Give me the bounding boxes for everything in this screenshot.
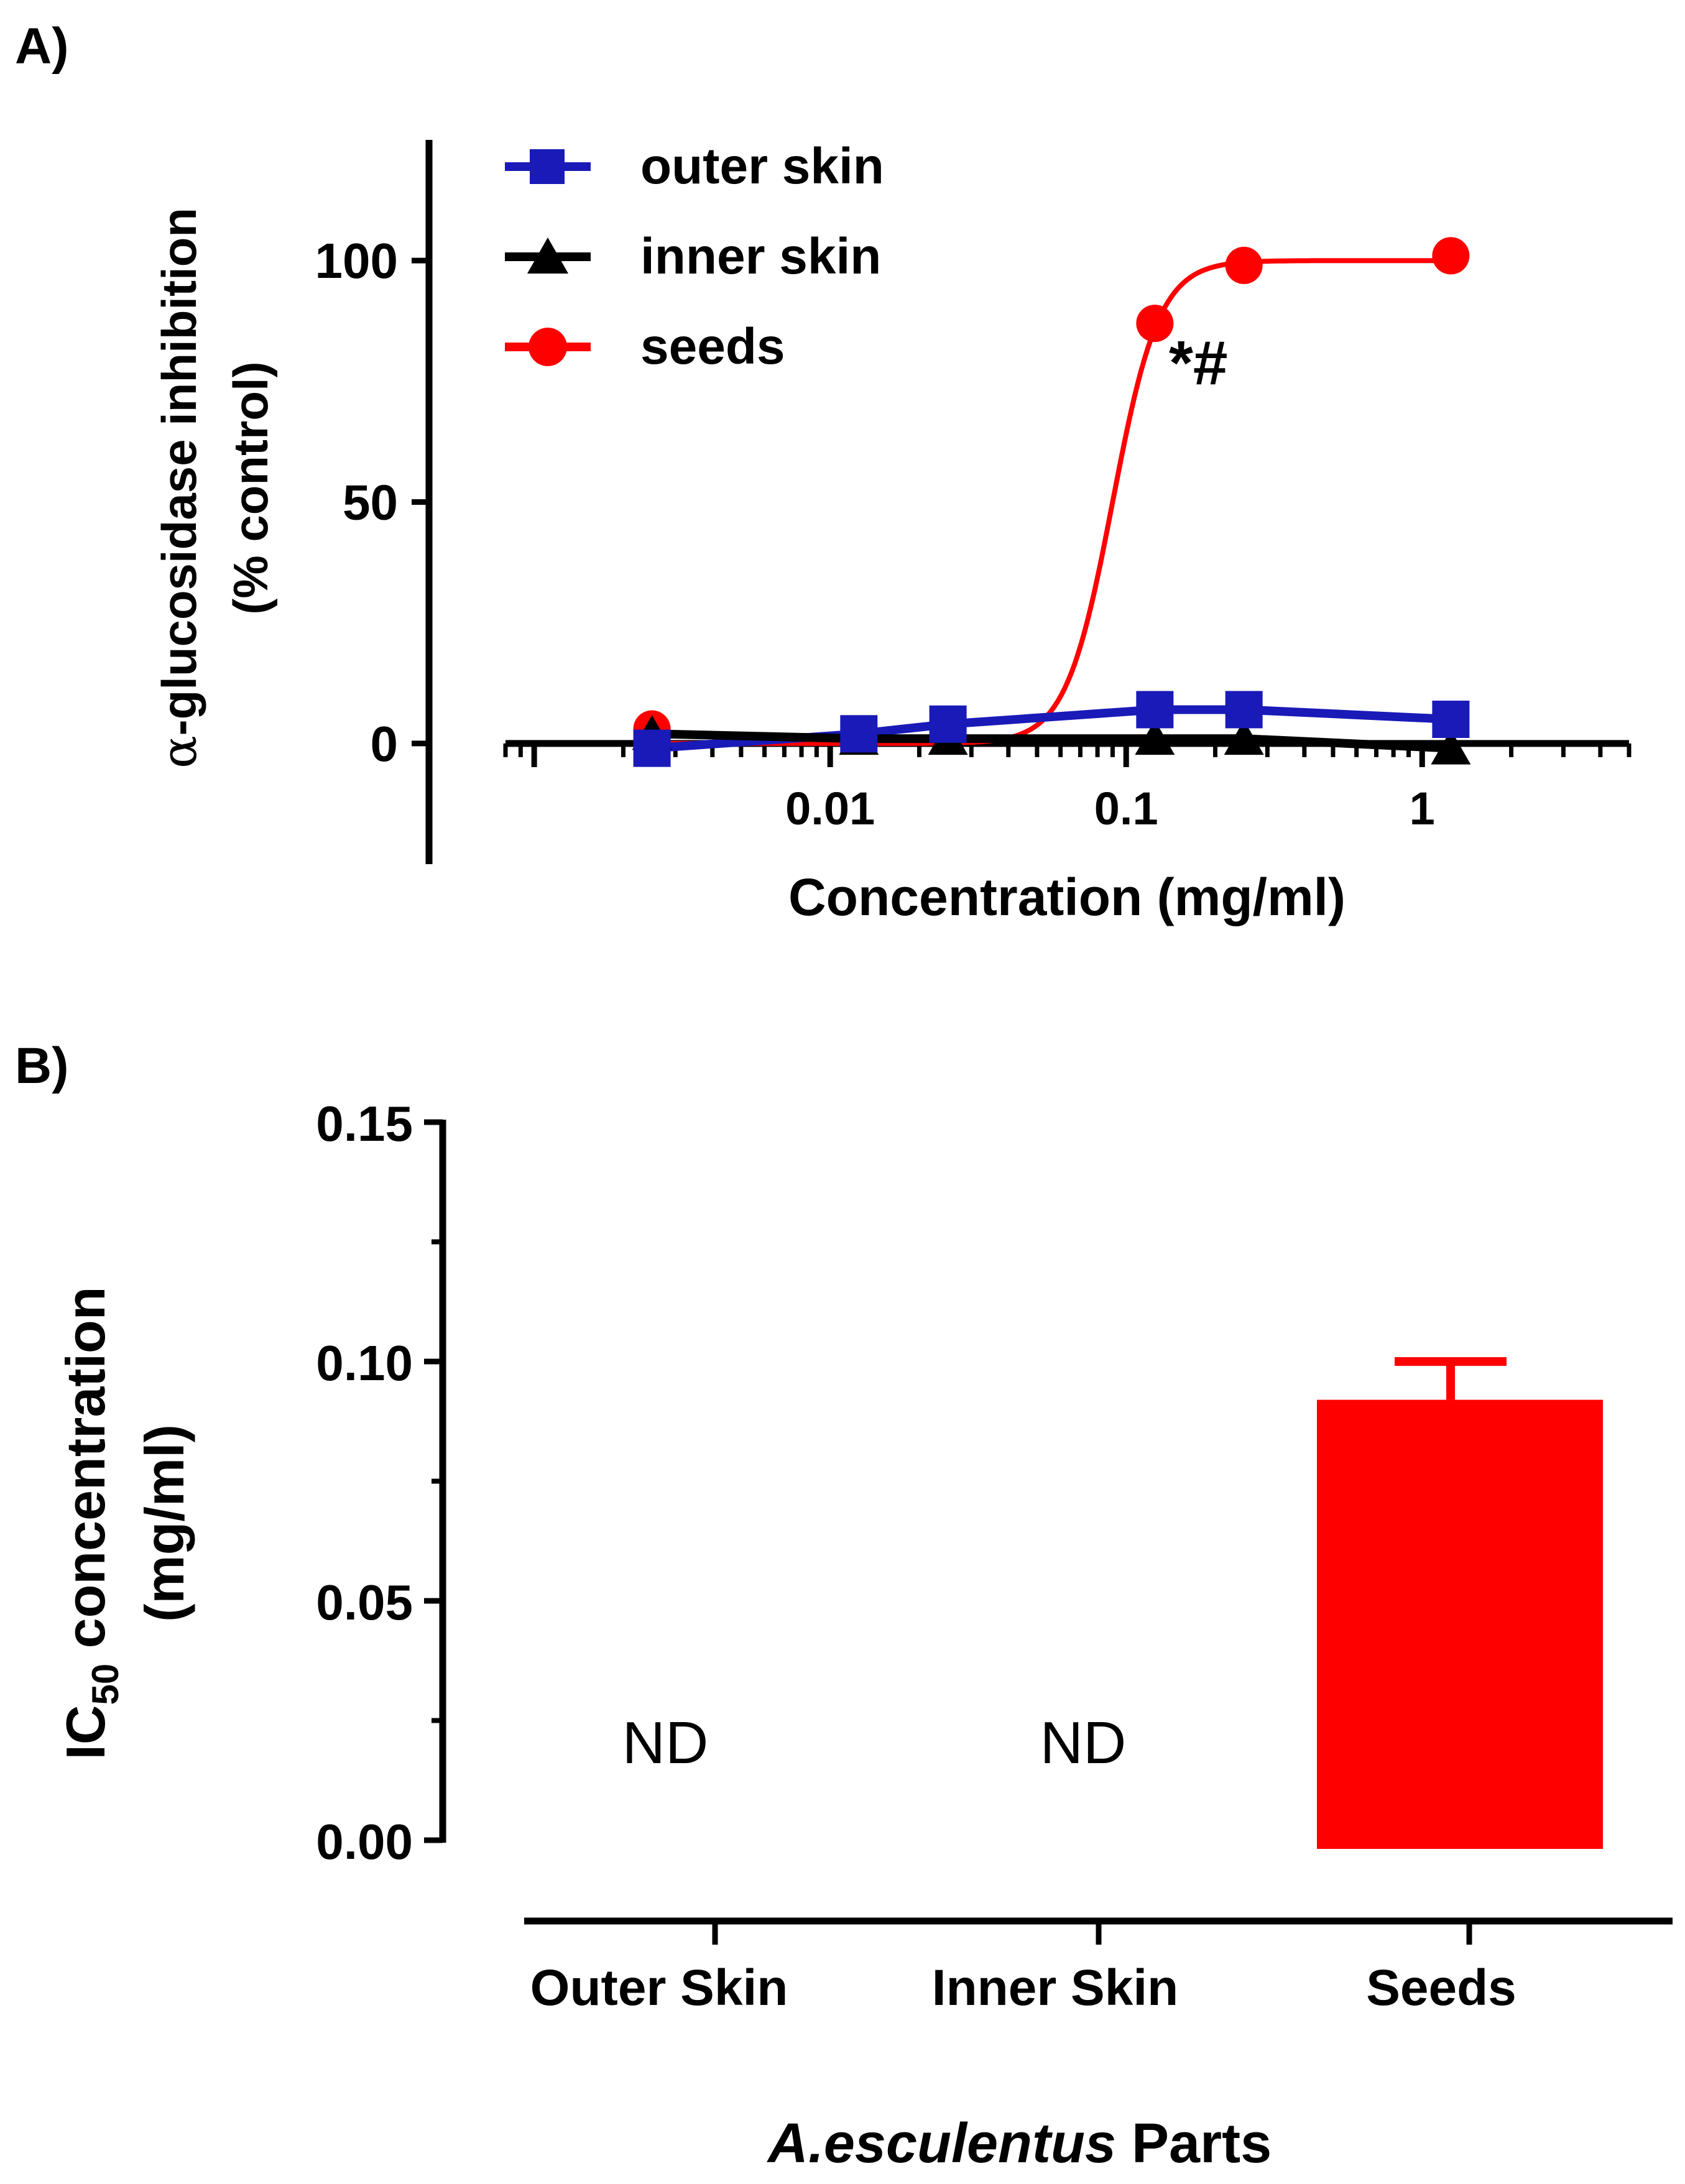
outer-skin-point (840, 715, 878, 753)
chart-b-y-axis-title-line2: (mg/ml) (134, 1424, 195, 1622)
y-tick-label: 0.10 (316, 1335, 413, 1391)
y-tick-label: 0 (371, 716, 399, 772)
chart-b-y-axis-title-line1: IC50 concentration (55, 1286, 126, 1759)
chart-a-axes: 0 50 100 0.01 0.1 1 (315, 140, 1632, 864)
inner-skin-point (1135, 720, 1175, 755)
x-axis-title-rest: Parts (1116, 2113, 1272, 2175)
legend-marker-circle (529, 328, 567, 366)
y-tick-label: 0.05 (316, 1575, 413, 1630)
chart-b-bars: ND ND (622, 1357, 1603, 1849)
seeds-point (1432, 237, 1470, 275)
chart-b-x-axis-title: A.esculentus Parts (767, 2113, 1272, 2175)
inner-skin-point (1431, 729, 1471, 765)
legend-label-inner-skin: inner skin (640, 228, 881, 285)
legend-marker-triangle (527, 237, 568, 274)
chart-a-y-axis-title-text: -glucosidase inhibition (152, 208, 206, 735)
x-tick-label: Seeds (1366, 1960, 1516, 2016)
y-tick-label: 0.00 (316, 1814, 413, 1869)
chart-a-series (632, 237, 1471, 767)
bar-seeds (1317, 1399, 1603, 1849)
chart-b-axes: 0.00 0.05 0.10 0.15 Outer Skin Inner Skin Seed… (316, 1096, 1673, 2016)
outer-skin-point (633, 729, 671, 767)
nd-label: ND (1040, 1710, 1127, 1776)
outer-skin-point (929, 705, 967, 743)
alpha-symbol: α (152, 735, 208, 768)
panel-b-label: B) (15, 1038, 69, 1094)
legend-marker-square (530, 149, 565, 184)
outer-skin-point (1225, 691, 1263, 729)
x-tick-label: 0.01 (785, 783, 875, 834)
chart-a-y-axis-title-line2: (% control) (223, 361, 278, 614)
seeds-point (1225, 246, 1263, 284)
y-tick-label: 0.15 (316, 1096, 413, 1151)
x-tick-label: Outer Skin (530, 1960, 788, 2016)
y-tick-label: 50 (343, 475, 398, 530)
x-tick-label: 0.1 (1094, 783, 1158, 834)
outer-skin-point (1432, 701, 1470, 738)
ic-prefix: IC (55, 1705, 116, 1760)
legend-label-outer-skin: outer skin (640, 138, 884, 195)
y-tick-label: 100 (315, 233, 398, 288)
inner-skin-point (1224, 720, 1264, 755)
x-tick-label: 1 (1410, 783, 1435, 834)
inner-skin-line (652, 729, 1451, 753)
significance-annotation: *# (1169, 328, 1228, 398)
chart-b: 0.00 0.05 0.10 0.15 Outer Skin Inner Skin Seed… (55, 1096, 1673, 2175)
nd-label: ND (622, 1710, 709, 1776)
chart-a-x-axis-title: Concentration (mg/ml) (788, 868, 1346, 926)
chart-a-y-axis-title-line1: α-glucosidase inhibition (152, 208, 208, 768)
species-name: A.esculentus (767, 2113, 1116, 2175)
panel-a-label: A) (15, 18, 69, 75)
chart-a-legend: outer skin inner skin seeds (505, 138, 884, 375)
legend-label-seeds: seeds (640, 318, 785, 375)
ic-subscript: 50 (85, 1664, 126, 1705)
seeds-point (1136, 305, 1174, 343)
ic-rest: concentration (55, 1286, 116, 1663)
outer-skin-point (1136, 691, 1174, 729)
seeds-fit-curve (652, 258, 1451, 746)
x-tick-label: Inner Skin (932, 1960, 1178, 2016)
